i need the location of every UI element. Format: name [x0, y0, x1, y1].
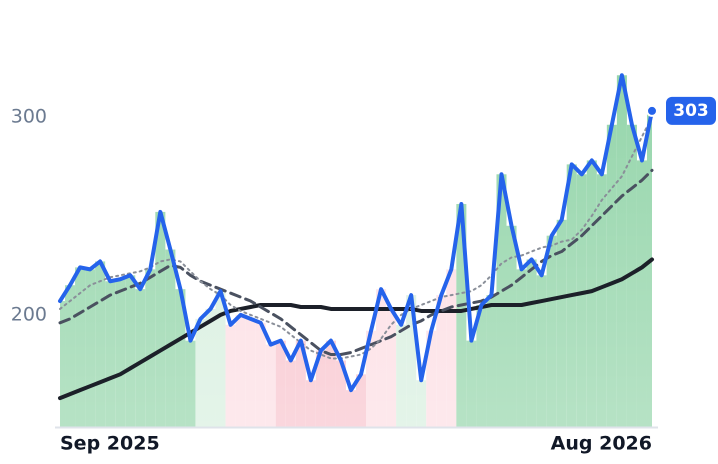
y-tick-label: 300	[11, 105, 47, 127]
last-point	[646, 104, 658, 117]
value-badge	[666, 96, 716, 125]
value-label: 303	[673, 101, 709, 121]
series-line	[58, 168, 654, 357]
x-tick-label: Sep 2025	[60, 433, 160, 455]
series-line	[58, 257, 654, 401]
series-line	[58, 73, 654, 393]
x-tick-label: Aug 2026	[551, 433, 652, 455]
y-tick-label: 200	[11, 303, 47, 325]
